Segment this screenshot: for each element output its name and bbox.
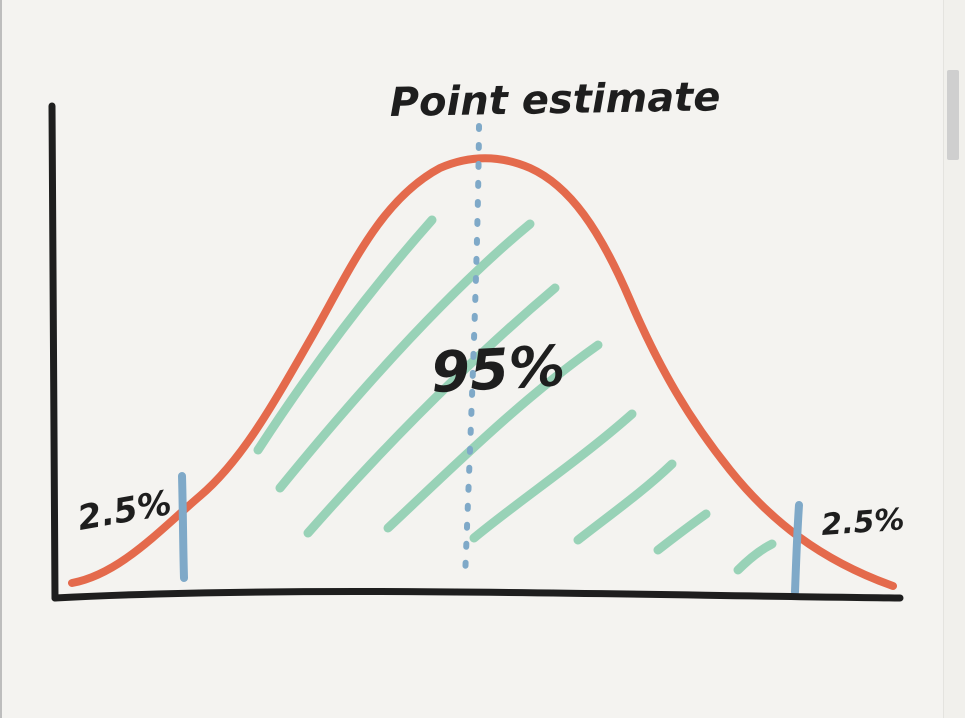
- point-estimate-label: Point estimate: [389, 74, 720, 126]
- hatch-stroke: [383, 340, 603, 533]
- hatch-stroke: [303, 283, 560, 538]
- scrollbar-thumb[interactable]: [947, 70, 959, 160]
- point-estimate-line: [462, 123, 482, 581]
- hatch-stroke: [275, 219, 535, 493]
- hatch-stroke: [469, 409, 637, 543]
- lower-bound-line: [178, 472, 188, 582]
- x-axis: [51, 587, 904, 602]
- upper-bound-line: [791, 501, 803, 596]
- vertical-scrollbar[interactable]: [943, 0, 965, 718]
- hatch-stroke: [733, 539, 777, 575]
- right-tail-percent-label: 2.5%: [820, 502, 905, 543]
- hatch-strokes: [253, 215, 777, 575]
- hatch-stroke: [573, 459, 677, 545]
- window-edge: [0, 0, 2, 718]
- confidence-interval-diagram: Point estimate 95% 2.5% 2.5%: [48, 74, 906, 602]
- center-percent-label: 95%: [429, 334, 566, 406]
- hatch-stroke: [653, 509, 711, 555]
- bell-curve: [68, 154, 897, 590]
- hatch-stroke: [253, 215, 437, 455]
- y-axis: [48, 102, 59, 602]
